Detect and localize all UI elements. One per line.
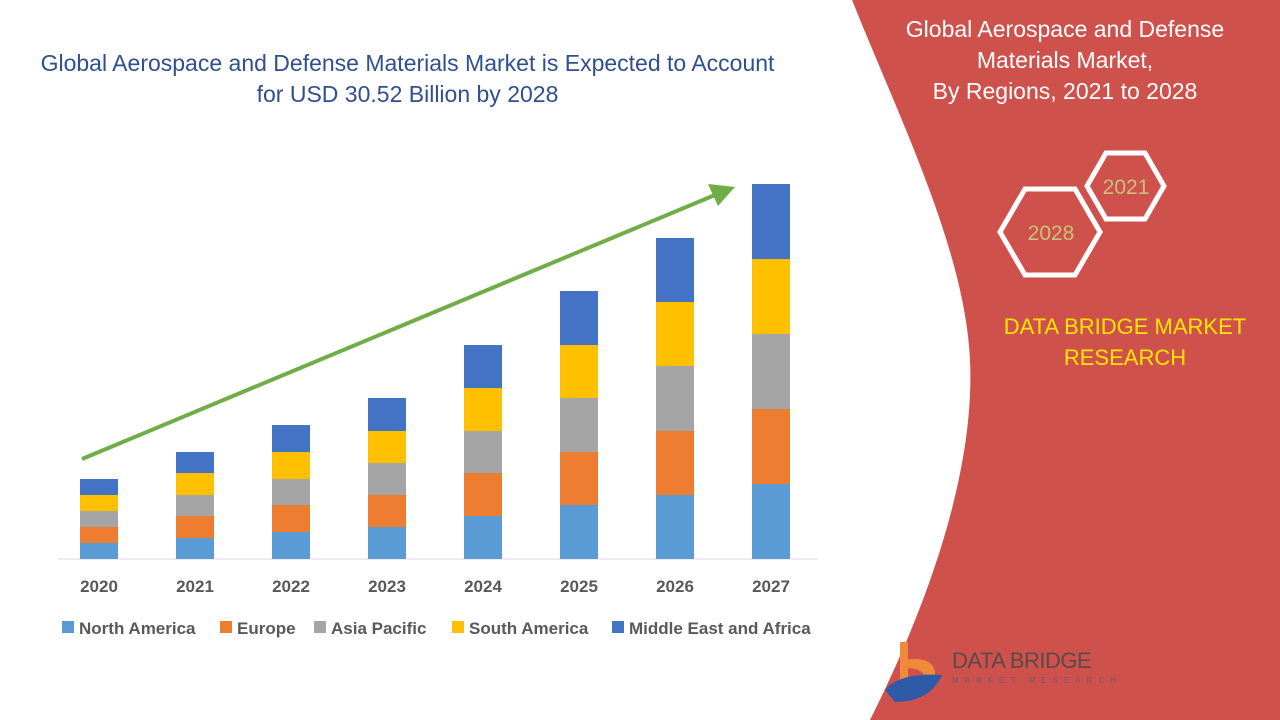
bar-segment [464, 516, 502, 559]
bar-segment [368, 463, 406, 495]
x-tick-label: 2020 [80, 577, 118, 596]
bar-segment [560, 452, 598, 505]
bar-segment [176, 538, 214, 559]
bar-segment [368, 431, 406, 463]
bar-segment [272, 479, 310, 505]
bar-segment [272, 425, 310, 452]
bar-segment [656, 238, 694, 302]
bar-segment [752, 259, 790, 334]
x-tick-label: 2022 [272, 577, 310, 596]
side-panel-title: Global Aerospace and Defense Materials M… [880, 14, 1250, 107]
x-tick-label: 2026 [656, 577, 694, 596]
bar-segment [560, 505, 598, 559]
legend-swatch [314, 621, 326, 633]
brand-line: DATA BRIDGE MARKET [1003, 314, 1247, 339]
legend-swatch [612, 621, 624, 633]
hexagon-2021 [1084, 150, 1167, 222]
bar-segment [176, 473, 214, 495]
brand-text: DATA BRIDGE MARKET RESEARCH [990, 311, 1260, 373]
bar-segment [464, 431, 502, 473]
legend-label: Middle East and Africa [629, 619, 811, 638]
side-title-line: Materials Market, [976, 47, 1154, 73]
bar-segment [80, 511, 118, 527]
bar-segment [752, 184, 790, 259]
trend-arrow [81, 184, 735, 461]
legend-label: North America [79, 619, 196, 638]
bar-segment [368, 527, 406, 559]
hexagon-2028 [997, 186, 1103, 278]
bar-segment [656, 302, 694, 366]
side-title-line: Global Aerospace and Defense [905, 16, 1225, 42]
bar-segment [176, 495, 214, 516]
x-tick-label: 2025 [560, 577, 598, 596]
legend-swatch [452, 621, 464, 633]
bar-segment [80, 479, 118, 495]
legend-swatch [62, 621, 74, 633]
bar-segment [752, 484, 790, 559]
bar-segment [368, 495, 406, 527]
bar-segment [464, 473, 502, 516]
bar-segment [80, 495, 118, 511]
side-panel-background [852, 0, 1280, 720]
logo-icon [885, 642, 942, 702]
legend-label: Asia Pacific [331, 619, 426, 638]
hex-label-2028: 2028 [1028, 222, 1075, 245]
side-title-line: By Regions, 2021 to 2028 [932, 78, 1198, 104]
bar-segment [560, 345, 598, 398]
brand-line: RESEARCH [1063, 345, 1187, 370]
bar-segment [560, 291, 598, 345]
bar-segment [560, 398, 598, 452]
legend-swatch [220, 621, 232, 633]
bar-segment [752, 334, 790, 409]
hex-label-2021: 2021 [1103, 176, 1150, 199]
bar-segment [176, 516, 214, 538]
x-tick-label: 2021 [176, 577, 214, 596]
bar-segment [272, 505, 310, 532]
legend-label: South America [469, 619, 589, 638]
logo-tagline: MARKET RESEARCH [952, 676, 1122, 685]
bar-segment [272, 532, 310, 559]
x-tick-label: 2024 [464, 577, 502, 596]
logo-name: DATA BRIDGE [952, 648, 1092, 673]
bar-segment [656, 431, 694, 495]
bar-segment [656, 495, 694, 559]
bar-segment [464, 345, 502, 388]
bar-segment [80, 527, 118, 543]
bar-segment [464, 388, 502, 431]
chart-title: Global Aerospace and Defense Materials M… [40, 50, 775, 107]
legend-label: Europe [237, 619, 296, 638]
x-tick-label: 2023 [368, 577, 406, 596]
bar-segment [368, 398, 406, 431]
bar-segment [272, 452, 310, 479]
bar-segment [656, 366, 694, 431]
x-tick-label: 2027 [752, 577, 790, 596]
bar-segment [80, 543, 118, 559]
bar-segment [752, 409, 790, 484]
bar-segment [176, 452, 214, 473]
